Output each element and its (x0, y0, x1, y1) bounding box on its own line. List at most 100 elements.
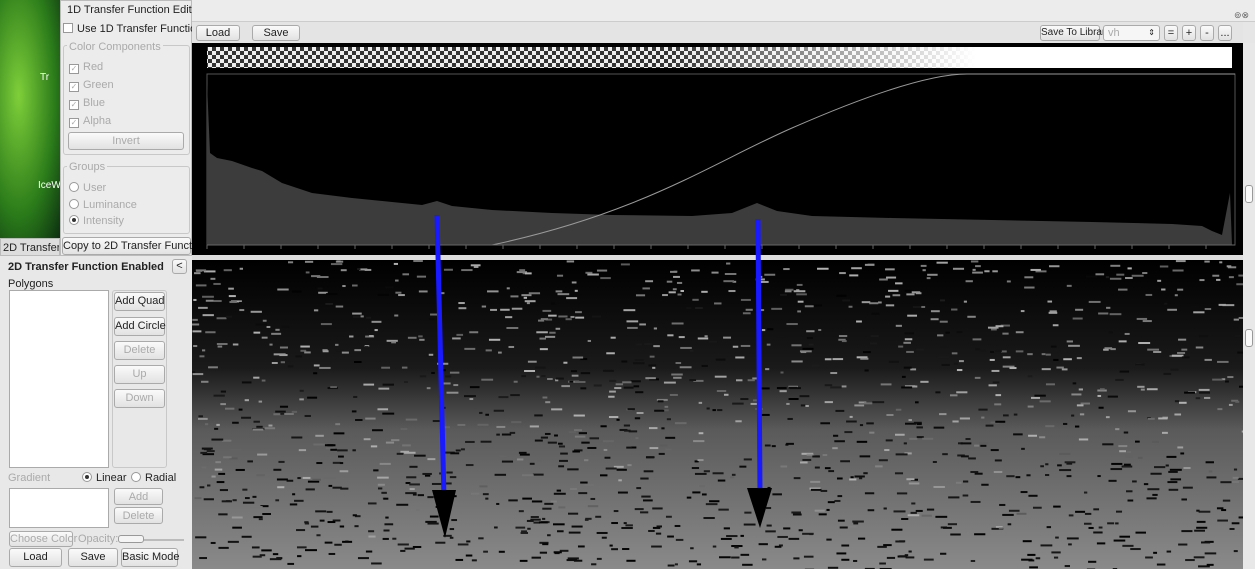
toolbar-button[interactable]: - (1200, 25, 1214, 41)
load-button[interactable]: Load (196, 25, 240, 41)
delete-button[interactable]: Delete (114, 507, 163, 524)
up-button[interactable]: Up (114, 365, 165, 384)
collapse-button[interactable]: < (172, 259, 187, 274)
choose-color-button[interactable]: Choose Color (9, 531, 78, 547)
noise-dash (536, 331, 548, 334)
toolbar-button[interactable]: ... (1218, 25, 1232, 41)
add-circle-button[interactable]: Add Circle (114, 317, 166, 336)
noise-dash (500, 308, 510, 311)
library-combo[interactable]: vh ⇕ (1103, 25, 1160, 41)
noise-dash (481, 305, 487, 308)
noise-dash (1147, 417, 1155, 420)
window-controls[interactable]: ⊚⊗ (1234, 10, 1250, 20)
noise-dash (879, 278, 888, 281)
use-checkbox[interactable]: Use 1D Transfer Function (63, 23, 202, 35)
down-button[interactable]: Down (114, 389, 165, 408)
noise-dash (563, 361, 568, 364)
tab[interactable]: 2D Transfer (0, 238, 60, 256)
radio[interactable]: Luminance (69, 199, 137, 211)
noise-dash (335, 423, 341, 426)
noise-dash (859, 477, 863, 480)
noise-dash (1225, 380, 1229, 383)
checkbox[interactable]: ✓ Blue (69, 97, 106, 110)
noise-dash (611, 548, 618, 551)
radio[interactable]: User (69, 182, 106, 194)
noise-dash (608, 416, 619, 419)
noise-dash (1116, 273, 1125, 276)
copy-button[interactable]: Copy to 2D Transfer Function (62, 237, 207, 255)
load-button[interactable]: Load (9, 548, 62, 567)
basic-mode-button[interactable]: Basic Mode (121, 548, 179, 567)
noise-dash (522, 272, 527, 275)
radio[interactable]: Radial (131, 472, 176, 484)
noise-dash (487, 290, 499, 293)
noise-dash (215, 461, 221, 464)
delete-button[interactable]: Delete (114, 341, 165, 360)
noise-dash (701, 364, 708, 367)
toolbar-button[interactable]: + (1182, 25, 1196, 41)
splitter[interactable] (192, 255, 1243, 260)
noise-dash (589, 437, 600, 440)
radio[interactable]: Linear (82, 472, 127, 484)
noise-dash (280, 361, 285, 364)
toolbar-button[interactable]: = (1164, 25, 1178, 41)
noise-dash (383, 497, 389, 500)
noise-dash (1056, 366, 1064, 369)
noise-dash (524, 272, 532, 275)
polygon-list[interactable] (9, 290, 109, 468)
desktop-icon-label[interactable]: IceW (38, 180, 61, 191)
noise-dash (1204, 396, 1211, 399)
noise-dash (933, 426, 945, 429)
noise-dash (758, 387, 770, 390)
noise-dash (645, 280, 654, 283)
noise-dash (339, 525, 345, 528)
add-quad-button[interactable]: Add Quad (114, 292, 165, 311)
save-button[interactable]: Save (252, 25, 300, 41)
noise-dash (485, 413, 489, 416)
noise-dash (585, 271, 593, 274)
noise-dash (765, 507, 772, 510)
noise-dash (614, 387, 622, 390)
noise-dash (888, 289, 899, 292)
desktop-icon-label[interactable]: Tr (40, 72, 50, 83)
checkbox[interactable]: ✓ Red (69, 61, 104, 74)
scrollbar[interactable] (1243, 43, 1255, 569)
scroll-handle[interactable] (1245, 329, 1253, 347)
save-to-library-button[interactable]: Save To Library (1040, 25, 1110, 41)
noise-dash (723, 280, 734, 283)
noise-dash (527, 527, 531, 530)
noise-dash (740, 398, 749, 401)
noise-dash (844, 431, 853, 434)
checkbox[interactable]: ✓ Alpha (69, 115, 112, 128)
save-button[interactable]: Save (68, 548, 118, 567)
noise-dash (709, 340, 718, 343)
checkbox[interactable]: ✓ Green (69, 79, 114, 92)
noise-dash (633, 385, 640, 388)
noise-dash (1168, 488, 1179, 491)
noise-dash (635, 391, 644, 394)
invert-button[interactable]: Invert (68, 132, 184, 150)
noise-dash (830, 386, 842, 389)
noise-dash (732, 402, 744, 405)
slider-handle[interactable] (118, 535, 144, 543)
opacity-slider[interactable] (118, 539, 184, 541)
noise-dash (418, 290, 428, 293)
noise-dash (566, 297, 578, 300)
noise-dash (464, 395, 476, 398)
noise-dash (826, 538, 832, 541)
gradient-list[interactable] (9, 488, 109, 528)
add-button[interactable]: Add (114, 488, 163, 505)
noise-dash (363, 438, 371, 441)
noise-dash (663, 381, 676, 384)
noise-dash (556, 274, 564, 277)
scroll-handle[interactable] (1245, 185, 1253, 203)
noise-dash (232, 499, 237, 502)
noise-dash (661, 427, 665, 430)
noise-dash (393, 262, 399, 265)
noise-dash (553, 492, 566, 495)
noise-dash (587, 273, 599, 276)
noise-dash (542, 309, 552, 312)
radio[interactable]: Intensity (69, 215, 124, 227)
noise-dash (1084, 512, 1092, 515)
noise-dash (241, 416, 252, 419)
